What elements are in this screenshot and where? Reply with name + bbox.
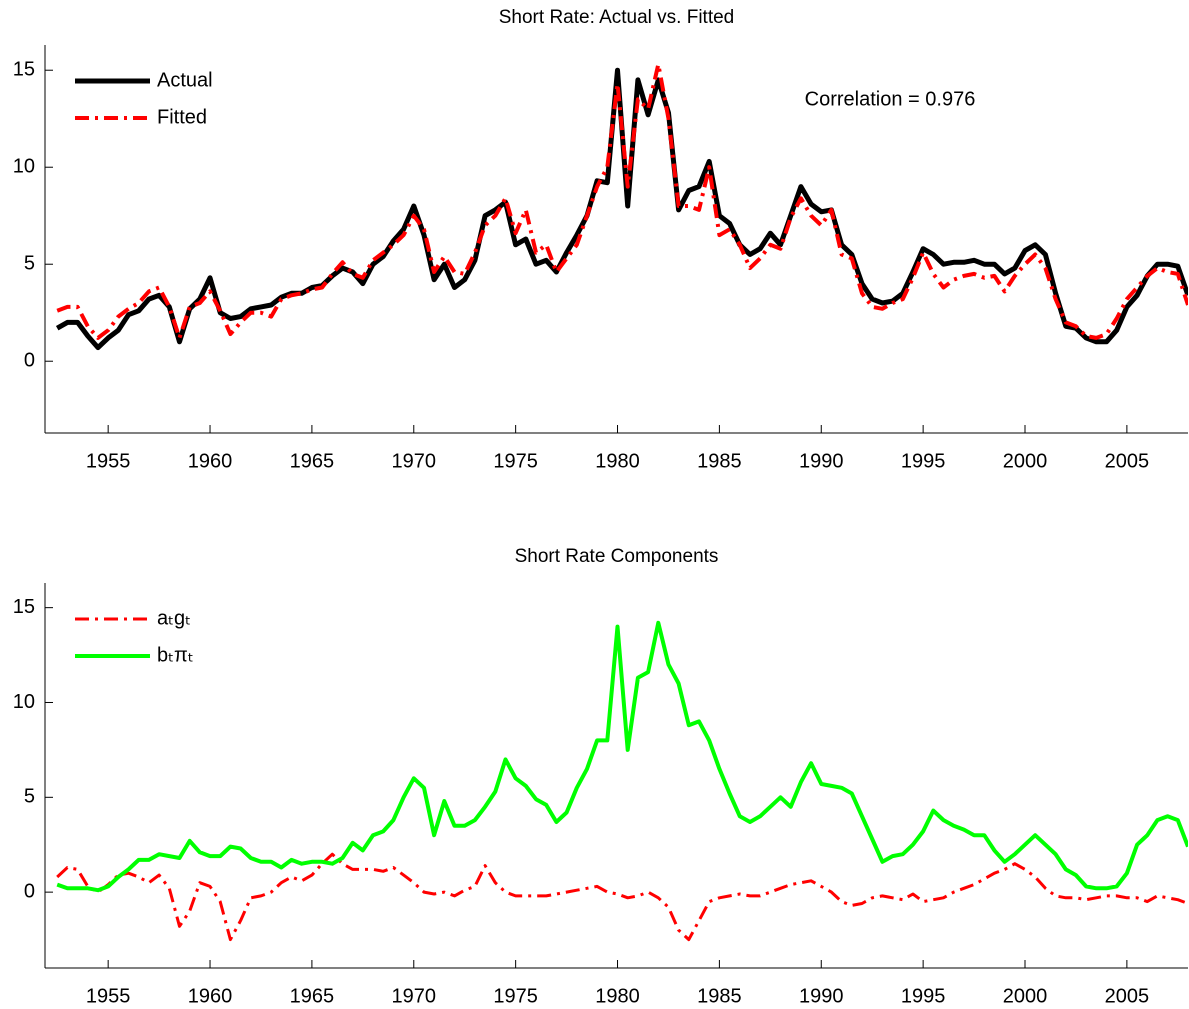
- x-tick-label: 1955: [86, 985, 131, 1007]
- y-tick-label: 0: [24, 350, 35, 372]
- y-tick-label: 15: [13, 59, 35, 81]
- x-tick-label: 2005: [1105, 450, 1150, 472]
- y-tick-label: 5: [24, 786, 35, 808]
- y-tick-label: 10: [13, 691, 35, 713]
- y-tick-label: 5: [24, 253, 35, 275]
- x-tick-label: 1985: [697, 450, 742, 472]
- x-tick-label: 1990: [799, 450, 844, 472]
- y-tick-label: 0: [24, 880, 35, 902]
- x-tick-label: 1970: [392, 450, 437, 472]
- x-tick-label: 1970: [392, 985, 437, 1007]
- chart-title: Short Rate Components: [515, 546, 719, 567]
- y-tick-label: 10: [13, 156, 35, 178]
- x-tick-label: 1980: [595, 985, 640, 1007]
- x-tick-label: 1995: [901, 985, 946, 1007]
- x-tick-label: 1960: [188, 450, 233, 472]
- x-tick-label: 1985: [697, 985, 742, 1007]
- x-tick-label: 1980: [595, 450, 640, 472]
- legend-label: bₜπₜ: [157, 644, 194, 666]
- x-tick-label: 1990: [799, 985, 844, 1007]
- legend-label: Fitted: [157, 106, 207, 128]
- x-tick-label: 1975: [493, 985, 538, 1007]
- x-tick-label: 1955: [86, 450, 131, 472]
- legend-label: aₜgₜ: [157, 607, 191, 629]
- x-tick-label: 1965: [290, 450, 335, 472]
- x-tick-label: 2000: [1003, 450, 1048, 472]
- x-tick-label: 1975: [493, 450, 538, 472]
- chart-title: Short Rate: Actual vs. Fitted: [499, 7, 735, 28]
- series-line: [56, 620, 1188, 893]
- series-line: [56, 62, 1188, 340]
- x-tick-label: 1960: [188, 985, 233, 1007]
- annotation: Correlation = 0.976: [805, 88, 976, 110]
- series-line: [56, 852, 1188, 942]
- x-tick-label: 1995: [901, 450, 946, 472]
- x-tick-label: 2005: [1105, 985, 1150, 1007]
- legend-label: Actual: [157, 69, 213, 91]
- x-tick-label: 1965: [290, 985, 335, 1007]
- series-line: [55, 67, 1188, 351]
- x-tick-label: 2000: [1003, 985, 1048, 1007]
- y-tick-label: 15: [13, 596, 35, 618]
